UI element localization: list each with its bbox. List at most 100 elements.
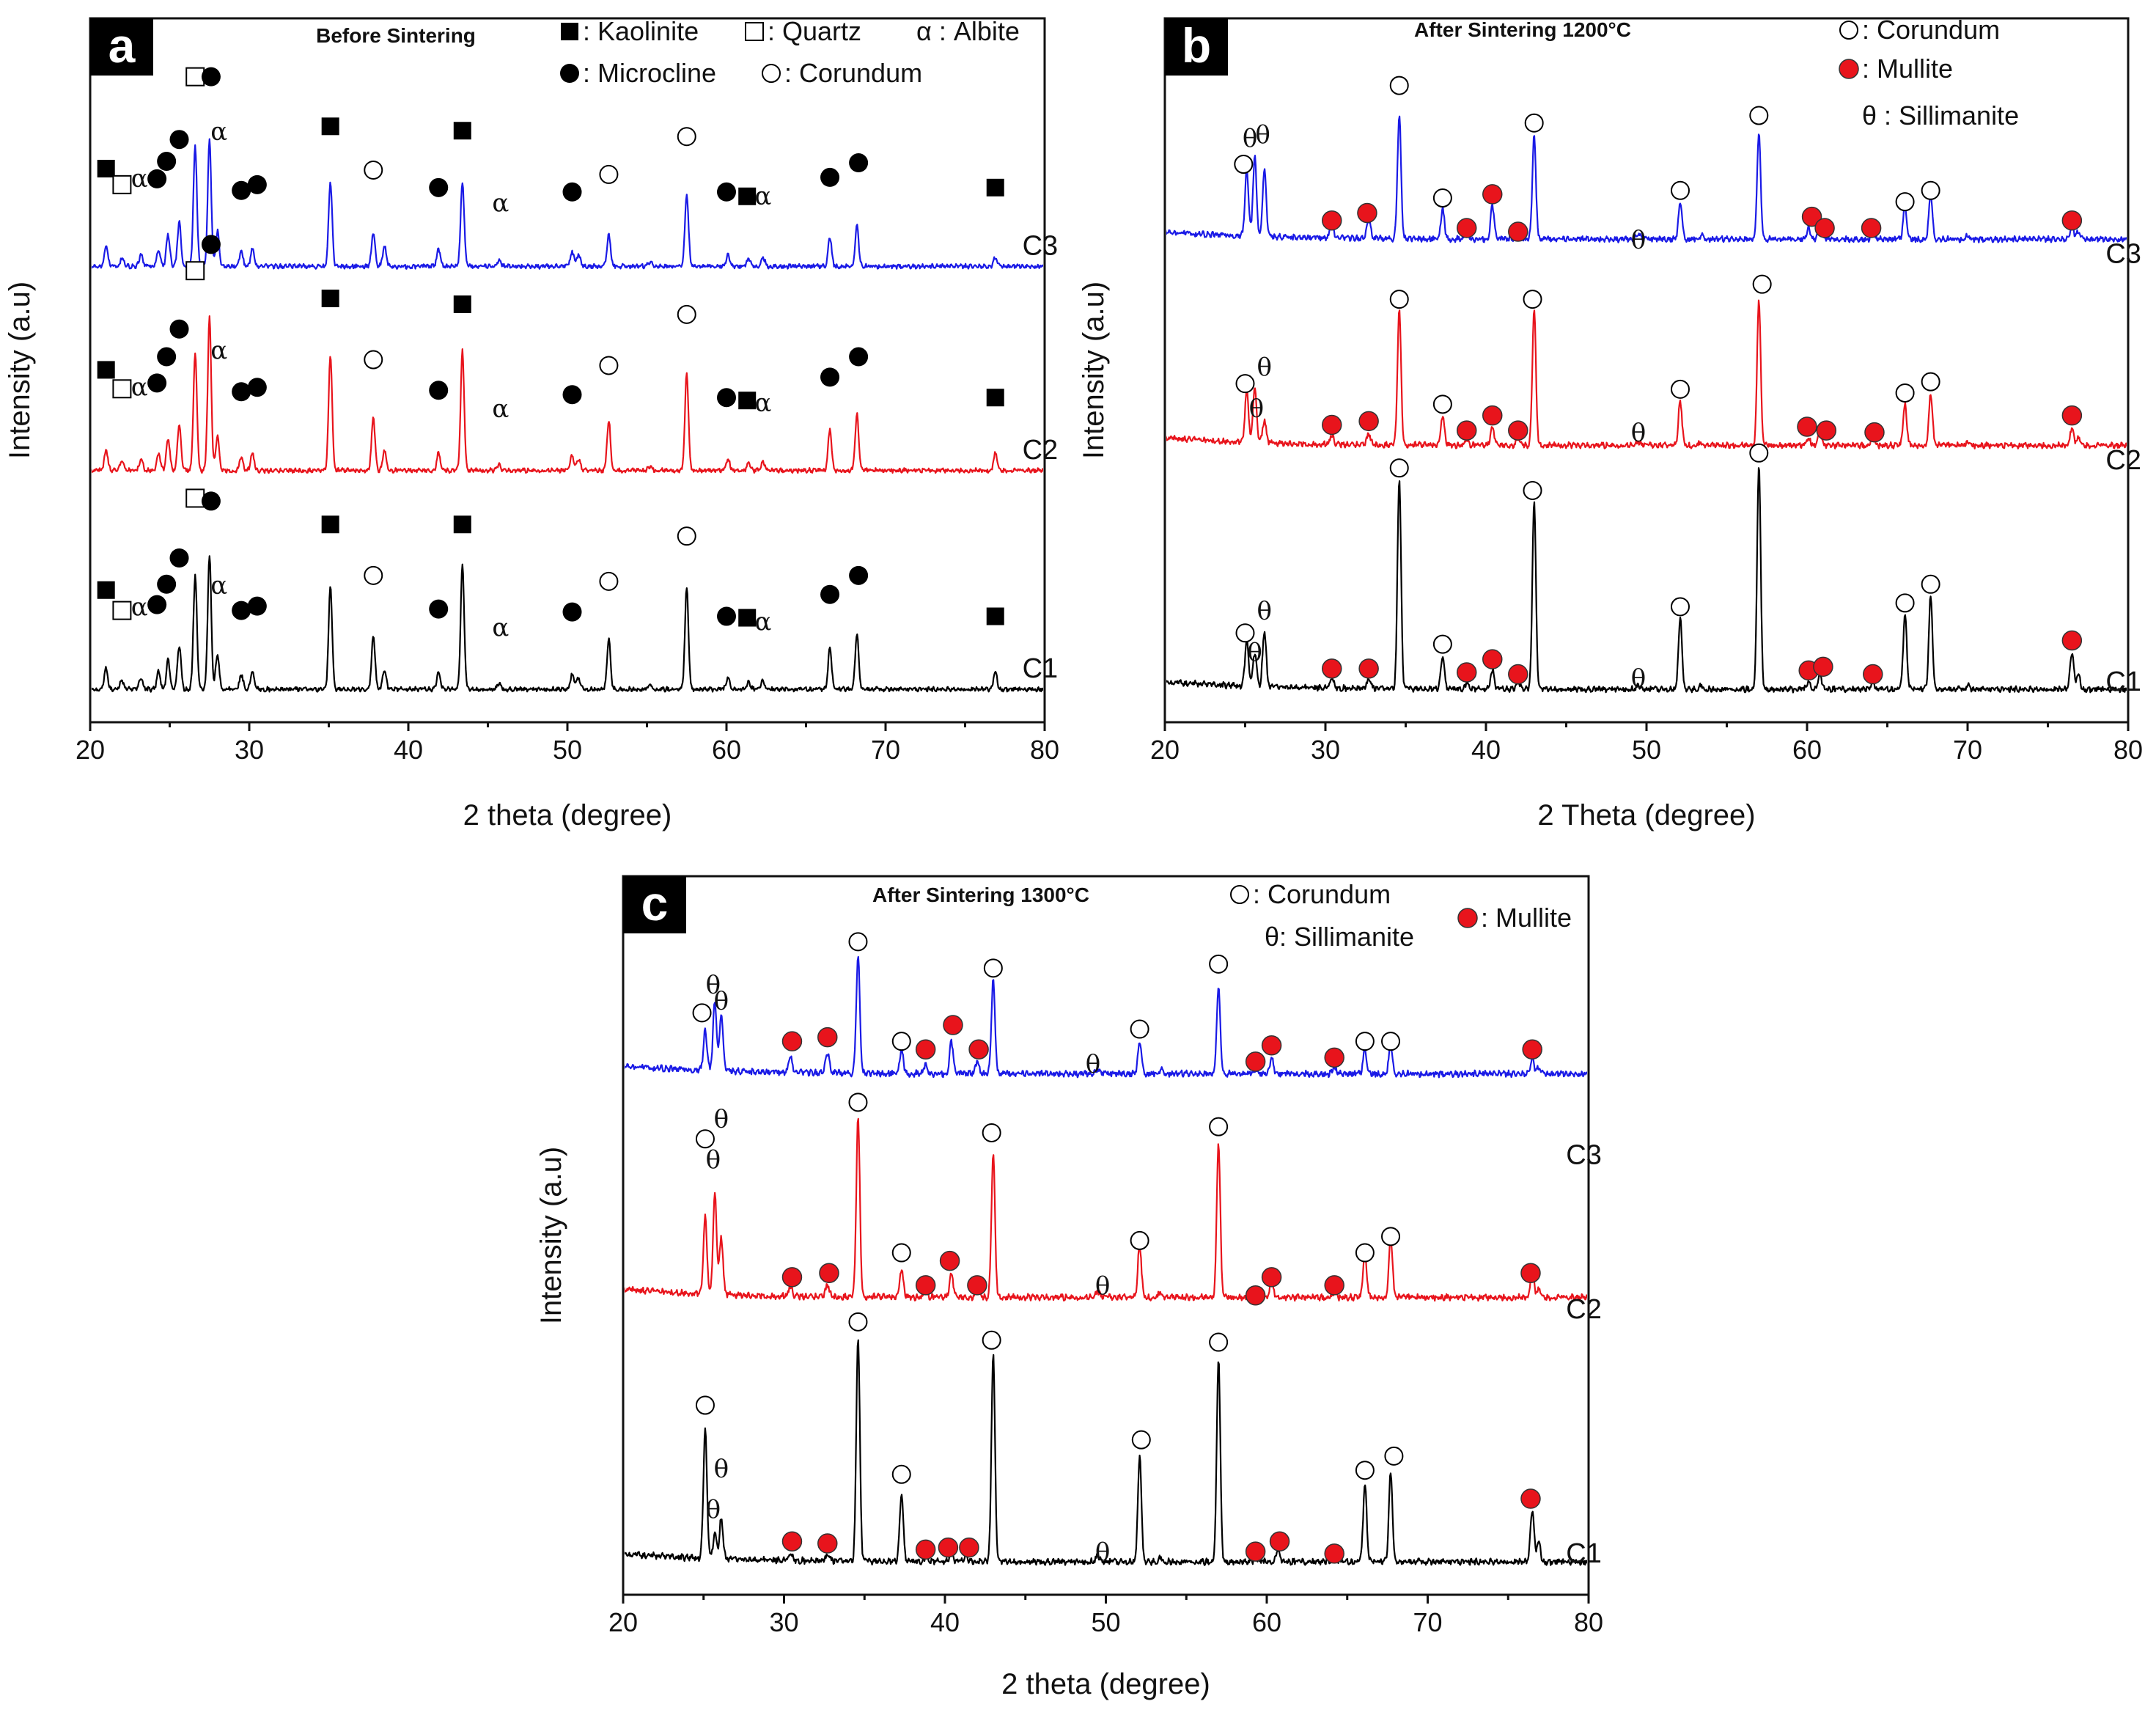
sillimanite-peak-marker: θ <box>1631 664 1646 694</box>
albite-peak-marker: α <box>210 117 227 147</box>
panel-a: 20 30 40 50 60 70 80 2 theta (degree) Intensity … <box>4 16 1059 831</box>
mullite-peak-marker <box>1358 658 1379 679</box>
svg-text:θ: θ <box>1086 1050 1100 1079</box>
kaolinite-peak-marker <box>321 289 339 307</box>
svg-text:θ: θ <box>706 1495 721 1524</box>
corundum-peak-marker <box>695 1129 715 1149</box>
microcline-peak-marker <box>232 601 251 620</box>
corundum-peak-marker <box>848 932 868 952</box>
series-label: C1 <box>1023 653 1059 684</box>
sillimanite-peak-marker: θ <box>1247 638 1262 667</box>
kaolinite-peak-marker <box>986 607 1004 625</box>
svg-text:α: α <box>492 613 509 642</box>
mullite-peak-marker <box>817 1027 838 1048</box>
mullite-peak-marker <box>1245 1051 1266 1072</box>
corundum-peak-marker <box>1381 1227 1401 1246</box>
svg-text:θ: θ <box>714 1454 729 1483</box>
microcline-peak-marker <box>849 347 869 367</box>
corundum-peak-marker <box>1432 634 1452 654</box>
albite-peak-marker: α <box>754 389 771 418</box>
mullite-peak-marker <box>1508 221 1528 242</box>
svg-text:α: α <box>492 394 509 424</box>
legend-item: : Microcline <box>560 58 716 88</box>
microcline-peak-marker <box>717 606 736 626</box>
albite-peak-marker: α <box>131 372 148 402</box>
svg-text:θ: θ <box>706 971 721 1000</box>
mullite-peak-marker <box>1863 664 1883 685</box>
sillimanite-peak-marker: θ <box>1257 353 1272 382</box>
x-tick-label: 30 <box>235 735 264 765</box>
corundum-peak-marker <box>599 164 619 184</box>
albite-peak-marker: α <box>131 593 148 623</box>
corundum-peak-marker <box>848 1312 868 1332</box>
svg-text:α: α <box>210 337 227 366</box>
microcline-legend-symbol <box>560 64 579 83</box>
corundum-peak-marker <box>1235 623 1255 643</box>
legend-label: : Mullite <box>1862 54 1953 84</box>
corundum-peak-marker <box>695 1395 715 1415</box>
corundum-peak-marker <box>1209 1117 1229 1136</box>
mullite-peak-marker <box>1482 184 1503 205</box>
panel-badge <box>1165 18 1228 76</box>
albite-peak-marker: α <box>754 608 771 637</box>
legend-label: : Corundum <box>1862 15 2000 45</box>
mullite-peak-marker <box>915 1539 936 1560</box>
svg-text:θ: θ <box>1247 638 1262 667</box>
legend-item: : Mullite <box>1839 54 1953 84</box>
mullite-peak-marker <box>2061 630 2083 651</box>
mullite-peak-marker <box>1801 206 1822 227</box>
corundum-peak-marker <box>1131 1430 1151 1450</box>
corundum-peak-marker <box>983 958 1003 978</box>
mullite-peak-marker <box>1814 218 1835 238</box>
sillimanite-peak-marker: θ <box>706 1145 721 1175</box>
albite-peak-marker: α <box>492 613 509 642</box>
series-label: C2 <box>2105 445 2141 476</box>
mullite-peak-marker <box>1482 405 1503 426</box>
svg-text:θ: θ <box>1631 664 1646 694</box>
corundum-peak-marker <box>677 526 696 546</box>
corundum-legend-symbol <box>1230 885 1249 904</box>
legend-item: : Corundum <box>1230 879 1391 909</box>
sillimanite-peak-marker: θ <box>714 1105 729 1134</box>
microcline-peak-marker <box>147 595 167 614</box>
corundum-peak-marker <box>1432 188 1452 208</box>
y-axis-label: Intensity (a.u) <box>535 1147 567 1324</box>
microcline-peak-marker <box>820 167 840 187</box>
mullite-peak-marker <box>1520 1263 1541 1284</box>
microcline-peak-marker <box>201 67 221 87</box>
sillimanite-peak-marker: θ <box>1095 1271 1110 1301</box>
kaolinite-peak-marker <box>738 187 757 205</box>
panel-label: b <box>1182 18 1211 73</box>
corundum-peak-marker <box>1921 372 1940 392</box>
x-tick-label: 50 <box>553 735 582 765</box>
kaolinite-peak-marker <box>453 295 471 313</box>
albite-peak-marker: α <box>210 571 227 601</box>
legend-item: : Mullite <box>1457 903 1572 933</box>
plot-frame-c <box>622 875 1590 1596</box>
series-label: C1 <box>1566 1538 1602 1569</box>
corundum-peak-marker <box>1895 383 1915 403</box>
corundum-peak-marker <box>599 571 619 591</box>
corundum-peak-marker <box>1523 290 1542 309</box>
quartz-peak-marker <box>185 261 205 281</box>
corundum-peak-marker <box>1670 180 1690 200</box>
mullite-peak-marker <box>1245 1541 1266 1562</box>
mullite-peak-marker <box>939 1250 960 1271</box>
kaolinite-peak-marker <box>97 361 115 379</box>
svg-text:α: α <box>754 389 771 418</box>
svg-text:α: α <box>492 189 509 218</box>
mullite-peak-marker <box>1322 658 1342 679</box>
svg-text:θ: θ <box>1257 353 1272 382</box>
kaolinite-legend-symbol <box>561 23 578 40</box>
legend-item: θ: Sillimanite <box>1265 922 1414 952</box>
x-tick-label: 80 <box>2113 735 2143 765</box>
microcline-peak-marker <box>147 373 167 393</box>
series-label: C3 <box>1023 230 1059 261</box>
condition-title: Before Sintering <box>316 24 476 47</box>
x-tick-label: 50 <box>1091 1607 1120 1637</box>
mullite-peak-marker <box>938 1537 959 1558</box>
sillimanite-peak-marker: θ <box>1086 1050 1100 1079</box>
series-line-C2 <box>625 1117 1587 1302</box>
mullite-peak-marker <box>1456 662 1477 683</box>
x-axis-label: 2 theta (degree) <box>1001 1668 1210 1700</box>
